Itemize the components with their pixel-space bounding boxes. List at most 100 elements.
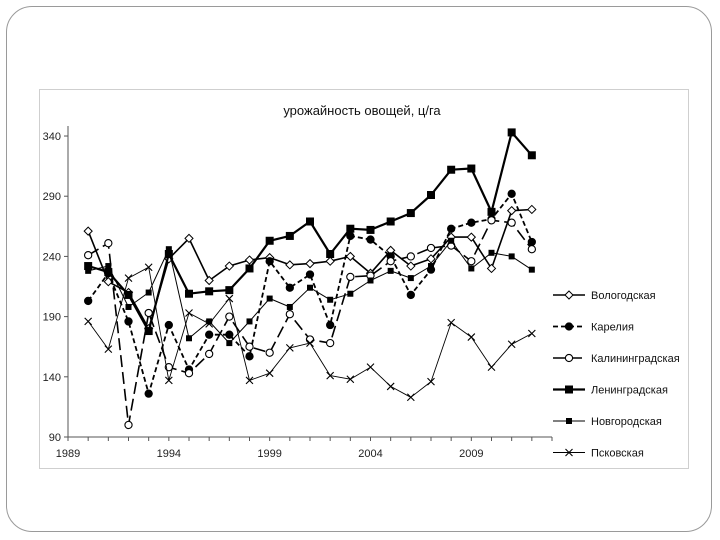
y-tick-label: 90 [49,432,61,444]
data-point [326,320,335,330]
x-tick-label: 2009 [459,448,483,460]
data-point [185,309,193,317]
data-point [244,255,255,265]
data-point [507,189,516,198]
data-point [305,335,315,344]
data-point [345,251,356,262]
data-point [266,295,273,302]
data-point [387,267,394,274]
legend-entry: Вологодская [553,290,656,302]
data-point [205,330,214,339]
data-point [225,286,234,295]
data-point [406,290,415,300]
data-point [245,376,254,385]
data-point [104,345,113,354]
data-point [265,369,274,378]
data-point [265,348,274,357]
data-point [326,338,335,348]
y-tick-label: 240 [43,251,61,263]
data-point [347,290,354,297]
data-point [285,260,295,270]
x-tick-label: 1989 [56,448,80,460]
data-point [307,284,313,291]
data-point [448,237,455,244]
series-layer [83,128,537,430]
data-point [428,263,434,270]
data-point [285,231,294,240]
data-point [124,420,133,430]
data-point [285,283,294,292]
y-tick-label: 140 [43,372,61,384]
data-point [407,275,414,282]
legend-swatch-marker [564,290,574,300]
data-point [427,377,435,386]
legend-entry: Карелия [553,322,634,334]
legend-label: Новгородская [591,416,662,428]
y-tick-label: 290 [43,191,61,203]
legend-label: Карелия [591,322,634,334]
legend-label: Вологодская [591,290,656,302]
data-point [124,290,133,299]
legend-label: Ленинградская [591,385,668,397]
data-point [426,254,436,264]
data-point [508,253,515,260]
series-line [87,219,533,426]
data-point [528,266,535,273]
data-point [164,320,173,330]
x-tick-label: 1999 [257,448,281,460]
data-point [144,327,153,336]
data-point [386,217,395,226]
data-point [265,257,274,266]
data-point [125,303,132,310]
data-point [225,330,234,339]
x-tick-label: 2004 [358,448,382,460]
data-point [447,224,456,233]
data-point [184,369,194,378]
y-tick-label: 190 [43,312,61,324]
data-point [507,128,516,137]
data-point [366,225,375,234]
data-point [165,246,172,253]
data-point [527,204,537,215]
data-point [527,237,536,247]
data-point [124,274,133,282]
data-point [406,393,415,402]
data-point [487,216,496,225]
axes: 90 140 190 240 290 340 1989 1994 1999 2004 2009 [43,126,553,460]
data-point [527,245,536,254]
data-point [467,218,476,227]
data-point [144,308,153,318]
data-point [186,335,192,342]
data-point [327,296,334,303]
data-point [305,270,315,279]
data-point [105,263,112,270]
legend-label: Калининградская [591,353,680,365]
data-point [85,267,92,274]
data-point [447,165,456,174]
legend-swatch-marker [564,322,574,331]
x-tick-label: 1994 [157,448,181,460]
data-point [84,251,93,260]
legend-swatch-marker [565,448,573,457]
data-point [507,218,516,227]
data-point [426,243,436,253]
data-point [285,310,294,319]
legend-entry: Ленинградская [553,385,668,397]
data-point [406,252,415,261]
data-point [104,239,113,248]
series-6 [84,263,536,402]
data-point [466,232,477,242]
chart-title: урожайность овощей, ц/га [283,103,441,118]
series-3 [84,216,536,430]
data-point [225,294,234,303]
data-point [164,376,173,385]
data-point [346,272,355,282]
data-point [467,257,476,266]
data-point [225,312,234,321]
data-point [144,389,153,398]
data-point [488,249,495,256]
data-point [468,265,475,272]
data-point [386,382,395,391]
data-point [306,339,314,347]
chart-area [39,89,689,469]
